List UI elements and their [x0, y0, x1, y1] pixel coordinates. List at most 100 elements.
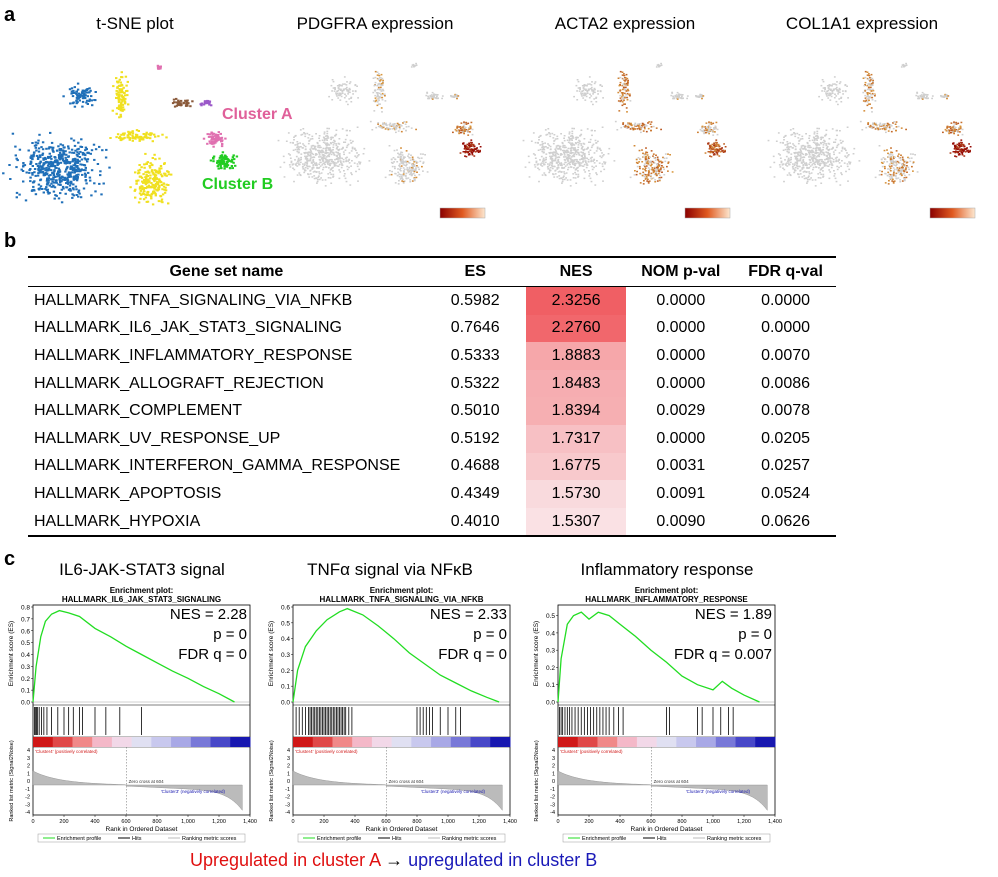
es-tick-label: 0.6 — [281, 605, 290, 612]
nes-cell: 2.2760 — [525, 314, 627, 343]
inflammatory-plot-title: Inflammatory response — [580, 560, 754, 579]
es-cell: 0.7646 — [450, 319, 500, 337]
legend-item: Hits — [657, 836, 667, 842]
negative-correlation-label: 'Cluster3' (negatively correlated) — [686, 789, 751, 794]
nom-pval-cell: 0.0029 — [656, 402, 706, 420]
es-tick-label: 0.2 — [546, 665, 555, 672]
x-axis-label: Rank in Ordered Dataset — [106, 826, 178, 833]
x-tick-label: 1,200 — [737, 819, 751, 825]
x-tick-label: 400 — [350, 819, 359, 825]
enrichment-plot-title: Enrichment plot: — [635, 586, 699, 595]
rank-tick-label: -3 — [285, 802, 290, 808]
legend-item: Ranking metric scores — [707, 836, 762, 842]
nes-cell: 1.8394 — [525, 397, 627, 425]
col1a1-title: COL1A1 expression — [785, 14, 939, 33]
rank-tick-label: 1 — [552, 771, 555, 777]
direction-caption: Upregulated in cluster A → upregulated i… — [190, 850, 597, 871]
rank-tick-label: -4 — [285, 810, 290, 816]
fdr-qval-cell: 0.0086 — [761, 374, 811, 392]
header-nes: NES — [525, 256, 627, 287]
positive-correlation-label: 'Cluster4' (positively correlated) — [35, 749, 98, 754]
table-row: HALLMARK_TNFA_SIGNALING_VIA_NFKB 0.5982 2.… — [28, 286, 836, 315]
enrichment-set-name: HALLMARK_IL6_JAK_STAT3_SIGNALING — [62, 595, 221, 604]
legend-item: Enrichment profile — [317, 836, 361, 842]
es-tick-label: 0.4 — [281, 636, 290, 643]
rank-tick-label: -4 — [25, 810, 30, 816]
x-tick-label: 1,200 — [212, 819, 226, 825]
rank-tick-label: 4 — [552, 748, 555, 754]
gsea-plot-il6: Enrichment plot:HALLMARK_IL6_JAK_STAT3_S… — [8, 586, 257, 843]
acta2-expression-plot — [522, 62, 731, 219]
legend-item: Ranking metric scores — [182, 836, 237, 842]
rank-tick-label: 3 — [27, 756, 30, 762]
rank-tick-label: 4 — [287, 748, 290, 754]
x-tick-label: 1,000 — [706, 819, 720, 825]
es-cell: 0.5010 — [450, 402, 500, 420]
upregulated-b-text: upregulated in cluster B — [408, 850, 598, 870]
header-gene-set: Gene set name — [28, 256, 425, 287]
negative-correlation-label: 'Cluster3' (negatively correlated) — [421, 789, 486, 794]
enrichment-profile-line — [557, 611, 760, 703]
legend-box — [562, 833, 771, 843]
x-tick-label: 600 — [381, 819, 390, 825]
x-tick-label: 600 — [121, 819, 130, 825]
rank-tick-label: 4 — [27, 748, 30, 754]
nes-cell: 1.5307 — [525, 507, 627, 538]
stat-p: p = 0 — [738, 626, 772, 643]
nes-cell: 1.8483 — [525, 369, 627, 398]
table-row: HALLMARK_HYPOXIA 0.4010 1.5307 0.0090 0.0626 — [28, 507, 836, 538]
gene-set-name-cell: HALLMARK_APOPTOSIS — [34, 484, 222, 502]
es-tick-label: 0.0 — [281, 700, 290, 707]
rank-tick-label: 1 — [287, 771, 290, 777]
es-tick-label: 0.6 — [21, 628, 30, 635]
legend-item: Hits — [392, 836, 402, 842]
header-es: ES — [424, 256, 526, 287]
table-row: HALLMARK_UV_RESPONSE_UP 0.5192 1.7317 0.000… — [28, 424, 836, 453]
tsne-cluster-plot — [2, 64, 239, 206]
x-axis-label: Rank in Ordered Dataset — [631, 826, 703, 833]
x-tick-label: 600 — [646, 819, 655, 825]
gsea-results-table: Gene set name ES NES NOM p-val FDR q-val… — [28, 256, 836, 538]
es-tick-label: 0.3 — [281, 652, 290, 659]
tnfa-plot-title: TNFα signal via NFκB — [307, 560, 473, 579]
es-tick-label: 0.5 — [281, 620, 290, 627]
gene-set-name-cell: HALLMARK_UV_RESPONSE_UP — [34, 429, 281, 447]
gene-set-name-cell: HALLMARK_HYPOXIA — [28, 507, 425, 538]
rank-tick-label: 3 — [552, 756, 555, 762]
zero-cross-label: Zero cross at 604 — [654, 779, 690, 784]
x-tick-label: 0 — [556, 819, 559, 825]
nes-cell: 1.6775 — [525, 452, 627, 481]
es-cell: 0.5982 — [450, 291, 500, 309]
negative-correlation-label: 'Cluster3' (negatively correlated) — [161, 789, 226, 794]
col1a1-expression-plot — [767, 62, 976, 219]
panel-letter-a: a — [4, 4, 16, 26]
es-tick-label: 0.7 — [21, 616, 30, 623]
stat-fdr: FDR q = 0 — [178, 646, 247, 663]
gene-set-name-cell: HALLMARK_ALLOGRAFT_REJECTION — [34, 374, 324, 392]
stat-nes: NES = 2.28 — [170, 606, 247, 623]
enrichment-profile-line — [292, 607, 500, 703]
zero-cross-label: Zero cross at 604 — [129, 779, 165, 784]
tsne-plot-title: t-SNE plot — [96, 14, 174, 33]
gene-set-name-cell: HALLMARK_INFLAMMATORY_RESPONSE — [34, 346, 353, 364]
x-tick-label: 200 — [584, 819, 593, 825]
header-fdr-qval: FDR q-val — [735, 256, 836, 287]
x-tick-label: 1,200 — [472, 819, 486, 825]
table-row: HALLMARK_COMPLEMENT 0.5010 1.8394 0.0029 0.0… — [28, 397, 836, 425]
es-tick-label: 0.4 — [546, 630, 555, 637]
rank-tick-label: -1 — [550, 787, 555, 793]
positive-correlation-label: 'Cluster4' (positively correlated) — [295, 749, 358, 754]
nes-cell: 1.7317 — [525, 424, 627, 453]
legend-item: Hits — [132, 836, 142, 842]
stat-fdr: FDR q = 0 — [438, 646, 507, 663]
x-tick-label: 200 — [319, 819, 328, 825]
es-tick-label: 0.1 — [546, 682, 555, 689]
nes-cell: 1.8883 — [525, 342, 627, 370]
x-tick-label: 1,400 — [243, 819, 257, 825]
fdr-qval-cell: 0.0078 — [761, 402, 811, 420]
pdgfra-expression-plot — [277, 62, 486, 219]
stat-fdr: FDR q = 0.007 — [674, 646, 772, 663]
arrow-icon: → — [385, 850, 404, 870]
es-tick-label: 0.2 — [281, 668, 290, 675]
panel-letter-b: b — [4, 230, 17, 252]
